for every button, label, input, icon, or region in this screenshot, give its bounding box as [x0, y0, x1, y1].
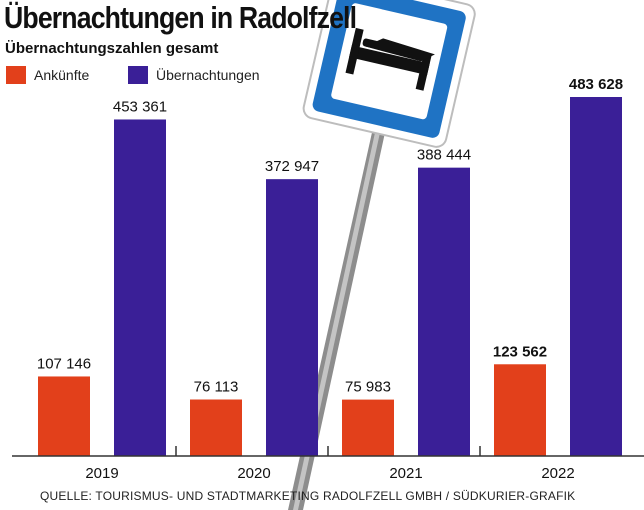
legend-swatch-overnight-stays: [128, 66, 148, 84]
bars-group: [38, 96, 622, 457]
bar-overnight-stays-2019: [114, 119, 166, 456]
bar-arrivals-2019: [38, 376, 90, 456]
bar-overnight-stays-2021: [418, 167, 470, 456]
legend-item-overnight-stays: Übernachtungen: [128, 65, 260, 85]
value-label-overnight-stays-2020: 372 947: [265, 158, 319, 175]
legend-label-overnight-stays: Übernachtungen: [156, 67, 260, 83]
value-label-overnight-stays-2021: 388 444: [417, 147, 471, 164]
value-label-arrivals-2019: 107 146: [37, 355, 91, 372]
x-axis: 2019 2020 2021 2022: [12, 446, 644, 482]
source-note: QUELLE: TOURISMUS- UND STADTMARKETING RA…: [40, 489, 576, 503]
chart-title: Übernachtungen in Radolfzell: [4, 0, 357, 35]
value-label-overnight-stays-2019: 453 361: [113, 98, 167, 115]
legend-label-arrivals: Ankünfte: [34, 67, 90, 83]
legend-swatch-arrivals: [6, 66, 26, 84]
chart-subtitle: Übernachtungszahlen gesamt: [5, 40, 219, 57]
value-label-overnight-stays-2022: 483 628: [569, 76, 623, 93]
bar-arrivals-2020: [190, 399, 242, 456]
bar-overnight-stays-2020: [266, 179, 318, 456]
bar-arrivals-2021: [342, 399, 394, 456]
tick-label-2021: 2021: [389, 465, 422, 482]
value-label-arrivals-2021: 75 983: [345, 379, 391, 396]
bed-icon: [345, 27, 435, 91]
value-label-arrivals-2020: 76 113: [194, 379, 239, 396]
value-label-arrivals-2022: 123 562: [493, 343, 547, 360]
legend-item-arrivals: Ankünfte: [6, 65, 89, 85]
tick-label-2019: 2019: [85, 465, 118, 482]
bar-arrivals-2022: [494, 364, 546, 456]
tick-label-2020: 2020: [237, 465, 270, 482]
tick-label-2022: 2022: [541, 465, 574, 482]
bar-overnight-stays-2022: [570, 96, 622, 457]
value-labels-group: 107 146 453 361 76 113 372 947 75 983 388 444…: [37, 76, 623, 396]
